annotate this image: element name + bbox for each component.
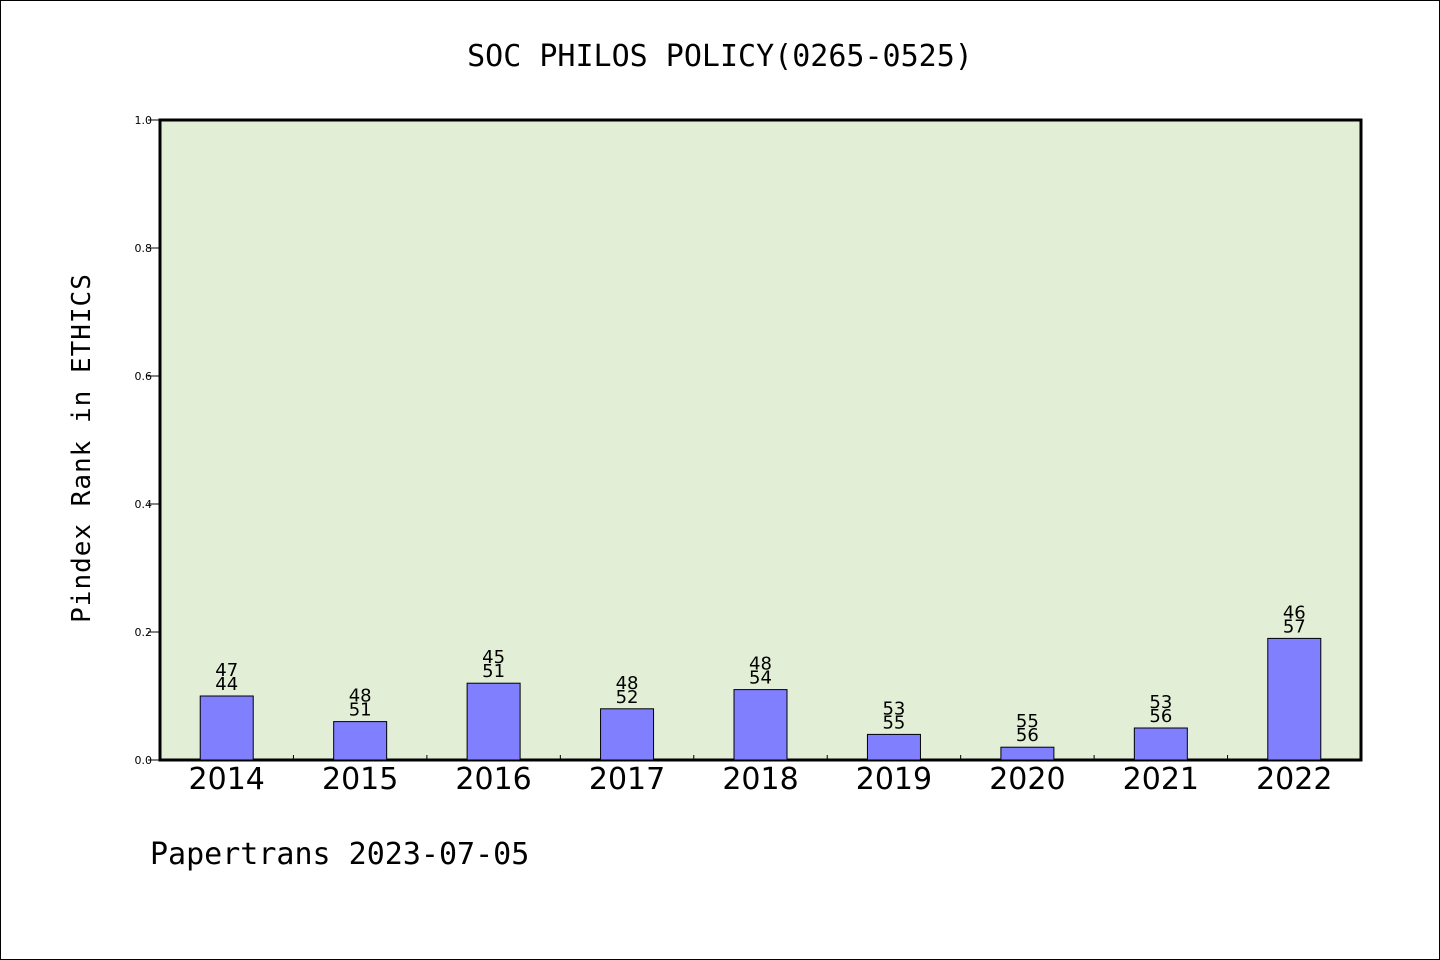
data-label-bottom: 54 [749,668,772,689]
x-tick-label: 2017 [589,762,665,797]
bar [466,682,521,761]
bar [1000,746,1055,761]
x-axis-ticks: 2014 2015 2016 2017 2018 2019 2020 2021 2022 [189,762,1333,797]
y-axis-ticks: 0.0 0.2 0.4 0.6 0.8 1.0 [135,114,160,767]
data-label-top: 55 [1016,711,1039,732]
data-label-top: 46 [1283,602,1306,623]
y-tick-label: 0.8 [135,242,153,255]
x-tick-label: 2018 [722,762,798,797]
x-tick-label: 2016 [455,762,531,797]
bar [199,695,254,761]
y-tick-label: 1.0 [135,114,153,127]
x-tick-label: 2020 [989,762,1065,797]
bar [866,733,921,761]
bar [333,721,388,761]
x-tick-label: 2019 [856,762,932,797]
x-axis-separators [292,755,1229,760]
chart-title: SOC PHILOS POLICY(0265-0525) [467,39,973,74]
data-label-bottom: 51 [482,661,505,682]
x-tick-label: 2015 [322,762,398,797]
data-label-top: 45 [482,647,505,668]
y-tick-label: 0.6 [135,370,153,383]
bar-series [199,637,1322,761]
data-label-bottom: 44 [215,674,238,695]
footer-credit: Papertrans 2023-07-05 [150,837,529,872]
data-label-top: 53 [882,698,905,719]
data-label-bottom: 55 [882,712,905,733]
bar [1133,727,1188,761]
data-label-top: 47 [215,660,238,681]
data-label-top: 48 [616,673,639,694]
y-tick-label: 0.4 [135,498,153,511]
data-label-bottom: 56 [1149,706,1172,727]
x-tick-label: 2022 [1256,762,1332,797]
y-axis-label: Pindex Rank in ETHICS [67,273,97,623]
bar [733,689,788,761]
data-label-top: 48 [349,686,372,707]
data-label-bottom: 52 [616,687,639,708]
bar [1267,637,1322,761]
data-label-top: 53 [1149,692,1172,713]
x-tick-label: 2014 [189,762,265,797]
data-label-bottom: 51 [349,700,372,721]
plot-area [158,118,1363,762]
x-tick-label: 2021 [1123,762,1199,797]
y-tick-label: 0.2 [135,626,153,639]
bar [600,708,655,761]
data-label-bottom: 57 [1283,616,1306,637]
data-label-top: 48 [749,654,772,675]
y-tick-label: 0.0 [135,754,153,767]
data-label-bottom: 56 [1016,725,1039,746]
